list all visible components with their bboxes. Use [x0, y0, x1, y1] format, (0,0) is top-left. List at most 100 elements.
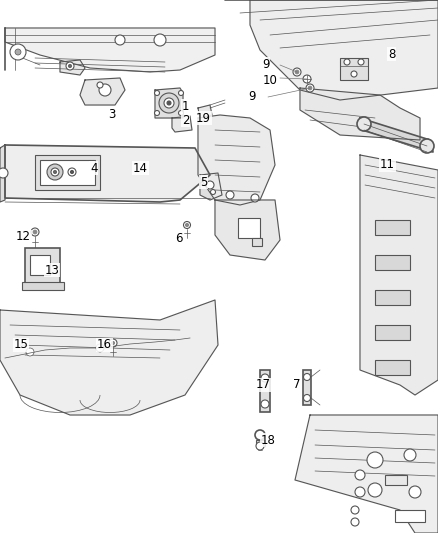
Bar — [375, 255, 410, 270]
Circle shape — [47, 164, 63, 180]
Polygon shape — [155, 88, 183, 118]
Polygon shape — [80, 78, 125, 105]
Text: 3: 3 — [108, 109, 115, 122]
Circle shape — [186, 223, 188, 227]
Circle shape — [251, 194, 259, 202]
Polygon shape — [215, 200, 280, 260]
Circle shape — [420, 139, 434, 153]
Text: 2: 2 — [182, 114, 190, 126]
Polygon shape — [5, 28, 215, 72]
Polygon shape — [5, 145, 210, 202]
Circle shape — [256, 442, 264, 450]
Circle shape — [33, 230, 37, 234]
Circle shape — [155, 110, 159, 116]
Circle shape — [351, 518, 359, 526]
Circle shape — [53, 171, 57, 174]
Bar — [375, 360, 410, 375]
Text: 9: 9 — [262, 58, 269, 70]
Polygon shape — [0, 300, 218, 415]
Bar — [375, 325, 410, 340]
Circle shape — [404, 449, 416, 461]
Bar — [256, 440, 265, 446]
Circle shape — [115, 35, 125, 45]
Circle shape — [99, 84, 111, 96]
Circle shape — [367, 452, 383, 468]
Polygon shape — [60, 60, 85, 75]
Circle shape — [261, 400, 269, 408]
Circle shape — [344, 59, 350, 65]
Circle shape — [355, 487, 365, 497]
Bar — [30, 255, 50, 275]
Text: 15: 15 — [14, 338, 29, 351]
Circle shape — [155, 91, 159, 95]
Circle shape — [226, 191, 234, 199]
Circle shape — [66, 62, 74, 70]
Circle shape — [179, 110, 184, 116]
Text: 8: 8 — [388, 47, 396, 61]
Text: 17: 17 — [256, 378, 271, 392]
Circle shape — [211, 190, 215, 195]
Bar — [375, 220, 410, 235]
Bar — [238, 218, 260, 238]
Text: 9: 9 — [248, 91, 255, 103]
Bar — [252, 238, 262, 246]
Circle shape — [358, 59, 364, 65]
Text: 5: 5 — [200, 175, 207, 189]
Polygon shape — [360, 155, 438, 395]
Polygon shape — [198, 105, 212, 118]
Circle shape — [293, 68, 301, 76]
Circle shape — [68, 168, 76, 176]
Circle shape — [295, 70, 299, 74]
Text: 13: 13 — [45, 263, 60, 277]
Circle shape — [351, 506, 359, 514]
Bar — [385, 475, 407, 485]
Circle shape — [206, 181, 214, 189]
Text: 10: 10 — [263, 74, 278, 86]
Circle shape — [255, 430, 265, 440]
Circle shape — [351, 71, 357, 77]
Bar — [303, 370, 311, 405]
Circle shape — [154, 34, 166, 46]
Circle shape — [97, 82, 103, 88]
Text: 14: 14 — [133, 161, 148, 174]
Text: 6: 6 — [175, 231, 183, 245]
Text: 11: 11 — [380, 158, 395, 172]
Polygon shape — [300, 88, 420, 140]
Circle shape — [304, 394, 311, 401]
Text: 4: 4 — [90, 161, 98, 174]
Circle shape — [368, 483, 382, 497]
Text: 1: 1 — [182, 100, 190, 112]
Circle shape — [159, 93, 179, 113]
Bar — [25, 248, 60, 288]
Text: 7: 7 — [293, 378, 300, 392]
Bar — [40, 160, 95, 185]
Circle shape — [167, 101, 171, 105]
Circle shape — [68, 64, 71, 68]
Circle shape — [164, 98, 174, 108]
Polygon shape — [0, 145, 5, 202]
Circle shape — [357, 117, 371, 131]
Circle shape — [0, 168, 8, 178]
Circle shape — [96, 344, 104, 352]
Polygon shape — [200, 173, 222, 200]
Circle shape — [308, 86, 312, 90]
Text: 18: 18 — [261, 433, 276, 447]
Bar — [340, 58, 368, 80]
Text: 12: 12 — [16, 230, 31, 244]
Circle shape — [26, 348, 34, 356]
Circle shape — [31, 228, 39, 236]
Circle shape — [51, 168, 59, 176]
Circle shape — [179, 91, 184, 95]
Circle shape — [71, 171, 74, 174]
Bar — [395, 510, 425, 522]
Text: 19: 19 — [196, 111, 211, 125]
Polygon shape — [295, 415, 438, 533]
Polygon shape — [172, 116, 192, 132]
Bar — [260, 370, 270, 412]
Polygon shape — [198, 115, 275, 205]
Circle shape — [15, 49, 21, 55]
Polygon shape — [360, 118, 433, 152]
Circle shape — [112, 342, 114, 344]
Circle shape — [306, 84, 314, 92]
Bar — [22, 282, 64, 290]
